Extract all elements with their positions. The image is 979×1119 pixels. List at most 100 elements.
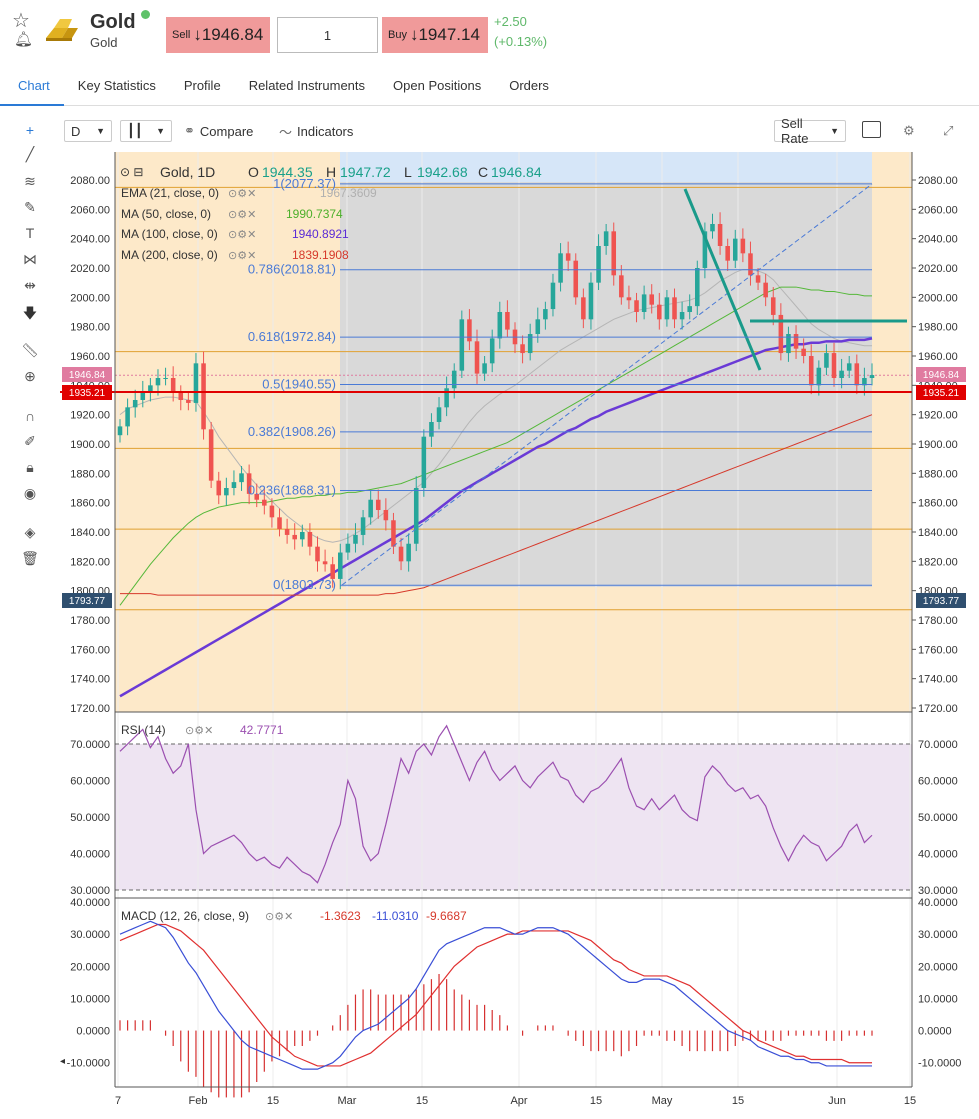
pencil-lock-icon[interactable]: ✐ xyxy=(24,433,36,449)
candle-body xyxy=(489,338,495,364)
x-tick-label: 15 xyxy=(590,1095,602,1107)
fib-label: 1(2077.37) xyxy=(273,176,336,191)
fib-label: 0.786(2018.81) xyxy=(248,262,336,277)
legend-h-label: H xyxy=(326,164,336,180)
fib-label: 0.5(1940.55) xyxy=(262,377,336,392)
buy-price: 1947.14 xyxy=(418,25,480,44)
pane-collapse-icon[interactable]: ◂ xyxy=(60,1056,65,1067)
candle-body xyxy=(649,294,654,305)
tab-related-instruments[interactable]: Related Instruments xyxy=(248,78,366,93)
candle-body xyxy=(467,319,472,342)
layers-icon[interactable]: ◈ xyxy=(24,524,36,540)
price-chart[interactable]: 1(2077.37) 0.786(2018.81) 0.618(1972.84) 0.… xyxy=(60,152,972,1114)
y-tick-right: 1980.00 xyxy=(918,322,958,334)
interval-select[interactable]: D ▼ xyxy=(64,120,112,142)
measure-tool-icon[interactable]: ⇹ xyxy=(24,277,36,293)
tab-key-statistics[interactable]: Key Statistics xyxy=(77,78,156,93)
alert-bell-icon[interactable]: 🔔︎ xyxy=(14,31,34,48)
macd-controls-icon[interactable]: ⊙⚙✕ xyxy=(265,911,293,923)
x-tick-label: 15 xyxy=(416,1095,428,1107)
candle-body xyxy=(710,224,715,232)
fullscreen-icon[interactable]: ⤢ xyxy=(943,123,954,138)
arrow-down-icon[interactable]: 🡇 xyxy=(22,305,38,321)
macd-tick-left: 0.0000 xyxy=(76,1026,110,1038)
y-tick-right: 1860.00 xyxy=(918,498,958,510)
tab-profile[interactable]: Profile xyxy=(183,78,221,93)
tab-orders[interactable]: Orders xyxy=(509,78,549,93)
fib-tool-icon[interactable]: ≋ xyxy=(24,173,36,189)
y-tick-left: 1980.00 xyxy=(70,322,110,334)
instrument-title: Gold xyxy=(90,11,136,33)
candle-body xyxy=(398,546,404,562)
study-ema-controls-icon[interactable]: ⊙⚙✕ xyxy=(228,188,256,200)
candle-body xyxy=(558,253,563,283)
y-tick-left: 1880.00 xyxy=(70,468,110,480)
compare-label: Compare xyxy=(199,123,254,139)
zoom-in-icon[interactable]: ⊕ xyxy=(24,368,36,384)
candle-body xyxy=(482,363,487,374)
fib-label: 0.618(1972.84) xyxy=(248,329,336,344)
y-tick-left: 1960.00 xyxy=(70,351,110,363)
candle-body xyxy=(846,363,852,371)
candle-body xyxy=(444,388,449,408)
indicators-button[interactable]: 〜 Indicators xyxy=(279,120,353,142)
eye-icon[interactable]: ◉ xyxy=(23,485,37,501)
compare-icon: ⚭ xyxy=(184,123,195,138)
study-ma100-controls-icon[interactable]: ⊙⚙✕ xyxy=(228,229,256,241)
candle-body xyxy=(224,488,229,496)
y-tick-left: 1920.00 xyxy=(70,410,110,422)
candle-body xyxy=(451,370,457,389)
snapshot-button[interactable] xyxy=(862,121,881,138)
fib-label: 0.382(1908.26) xyxy=(248,424,336,439)
candle-body xyxy=(520,344,525,354)
sell-button[interactable]: Sell ↓ 1946.84 xyxy=(166,17,270,53)
watchlist-star-icon[interactable]: ☆ xyxy=(12,10,30,32)
buy-button[interactable]: Buy ↓ 1947.14 xyxy=(382,17,488,53)
candle-body xyxy=(353,534,358,544)
rate-select[interactable]: Sell Rate ▼ xyxy=(774,116,846,146)
macd-name: MACD (12, 26, close, 9) xyxy=(121,909,249,923)
macd-tick-right: 20.0000 xyxy=(918,961,958,973)
candle-body xyxy=(831,353,837,378)
tab-open-positions[interactable]: Open Positions xyxy=(393,78,482,93)
ma-line-2 xyxy=(119,337,873,698)
macd-line xyxy=(119,920,872,1070)
candle-body xyxy=(117,426,123,436)
indicators-icon: 〜 xyxy=(279,124,293,140)
study-ma200-value: 1839.1908 xyxy=(292,248,349,262)
legend-collapse-icon[interactable]: ⊙ ⊟ xyxy=(120,165,143,179)
horizontal-lines xyxy=(115,186,912,611)
candle-body xyxy=(573,260,579,298)
pattern-tool-icon[interactable]: ⋈ xyxy=(23,251,37,267)
instrument-subtitle: Gold xyxy=(90,35,118,50)
quantity-input[interactable]: 1 xyxy=(277,17,378,53)
brush-icon[interactable]: ✎ xyxy=(24,199,36,215)
candle-body xyxy=(208,429,214,481)
candle-body xyxy=(413,488,419,544)
fib-labels: 1(2077.37) 0.786(2018.81) 0.618(1972.84) 0.… xyxy=(248,176,872,592)
macd-v2: -11.0310 xyxy=(372,909,419,923)
chevron-down-icon: ▼ xyxy=(96,126,105,136)
buy-arrow: ↓ xyxy=(409,25,419,44)
candle-body xyxy=(330,564,335,579)
tab-chart[interactable]: Chart xyxy=(0,72,64,106)
study-ma50-controls-icon[interactable]: ⊙⚙✕ xyxy=(228,209,256,221)
candle-body xyxy=(474,341,480,374)
compare-button[interactable]: ⚭ Compare xyxy=(184,120,253,142)
magnet-icon[interactable]: ∩ xyxy=(24,408,36,424)
rsi-controls-icon[interactable]: ⊙⚙✕ xyxy=(185,725,213,737)
study-ma200-controls-icon[interactable]: ⊙⚙✕ xyxy=(228,250,256,262)
lock-icon[interactable]: 🔒︎ xyxy=(26,459,34,475)
settings-gear-icon[interactable]: ⚙ xyxy=(903,123,915,138)
candle-body xyxy=(588,282,594,320)
crosshair-icon[interactable]: + xyxy=(25,122,35,138)
candles xyxy=(117,212,875,590)
macd-v1: -1.3623 xyxy=(320,909,361,923)
x-tick-label: 15 xyxy=(904,1095,916,1107)
ruler-icon[interactable]: 📏︎ xyxy=(21,342,39,358)
trendline-icon[interactable]: ╱ xyxy=(25,146,35,162)
chart-type-select[interactable]: ┃┃ ▼ xyxy=(120,120,172,142)
text-tool-icon[interactable]: T xyxy=(25,225,35,241)
red-line-value-right: 1935.21 xyxy=(923,388,960,399)
trash-icon[interactable]: 🗑︎ xyxy=(21,550,39,566)
